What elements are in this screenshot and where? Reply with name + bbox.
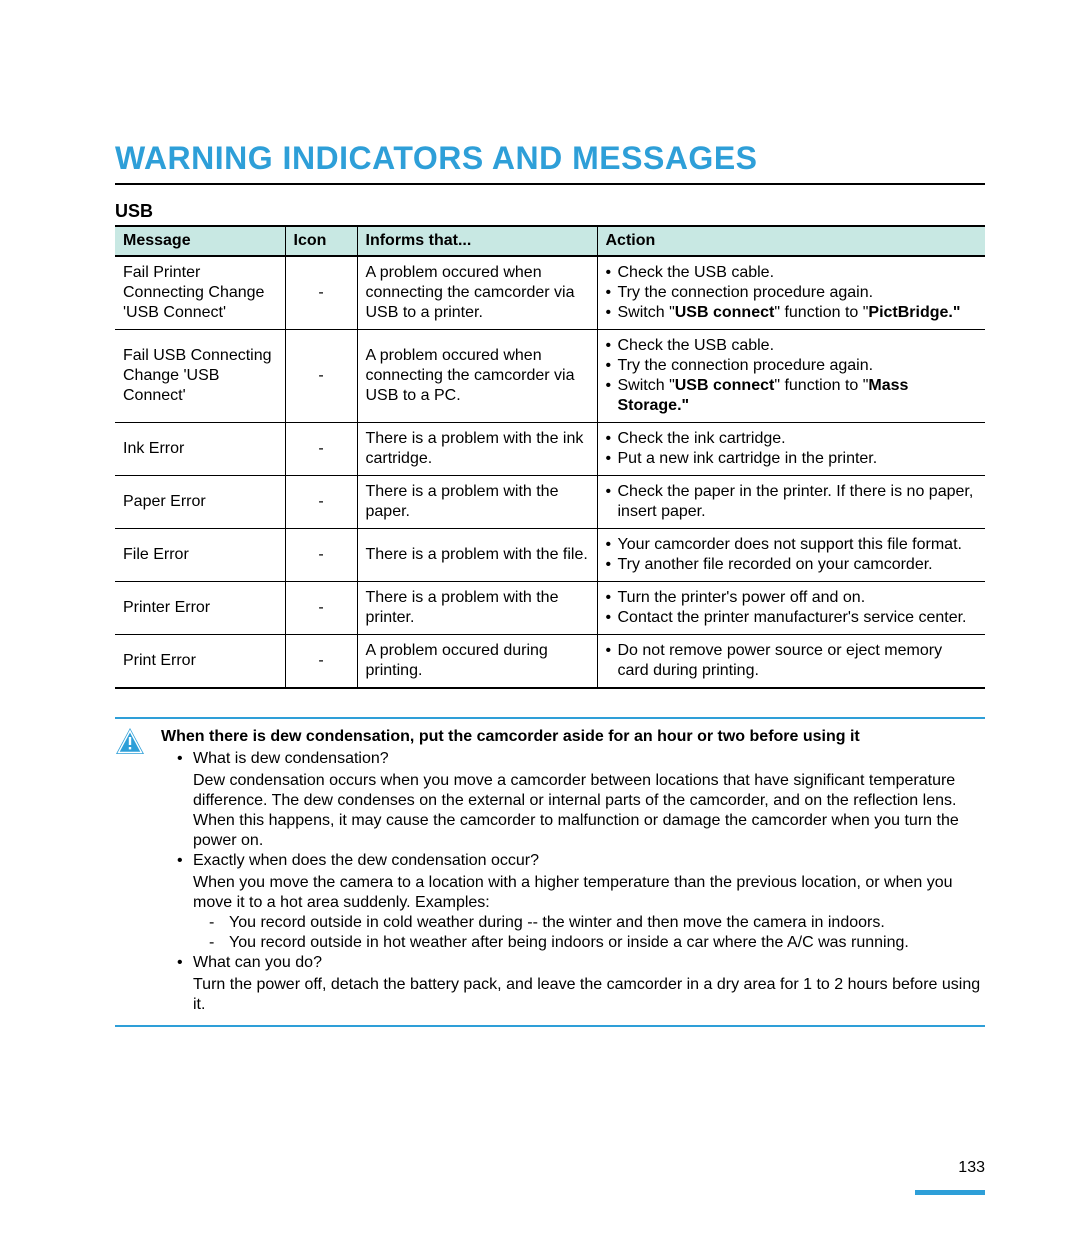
cell-icon: - — [285, 635, 357, 689]
table-row: Fail Printer Connecting Change 'USB Conn… — [115, 256, 985, 330]
cell-action: Check the ink cartridge.Put a new ink ca… — [597, 423, 985, 476]
cell-informs: A problem occured when connecting the ca… — [357, 330, 597, 423]
table-header-row: Message Icon Informs that... Action — [115, 227, 985, 256]
footer-accent-rule — [915, 1190, 985, 1195]
section-heading: USB — [115, 201, 985, 227]
table-row: File Error-There is a problem with the f… — [115, 529, 985, 582]
cell-icon: - — [285, 330, 357, 423]
action-item: Switch "USB connect" function to "Mass S… — [618, 376, 978, 416]
page-title: WARNING INDICATORS AND MESSAGES — [115, 140, 985, 185]
warn-q1: What is dew condensation? — [177, 749, 985, 769]
warn-a1: Dew condensation occurs when you move a … — [193, 771, 985, 851]
dew-condensation-note: When there is dew condensation, put the … — [115, 717, 985, 1027]
action-item: Turn the printer's power off and on. — [618, 588, 978, 608]
cell-action: Turn the printer's power off and on.Cont… — [597, 582, 985, 635]
cell-informs: There is a problem with the printer. — [357, 582, 597, 635]
warn-q2: Exactly when does the dew condensation o… — [177, 851, 985, 871]
th-icon: Icon — [285, 227, 357, 256]
warn-ex2: You record outside in hot weather after … — [209, 933, 985, 953]
table-row: Fail USB Connecting Change 'USB Connect'… — [115, 330, 985, 423]
table-row: Paper Error-There is a problem with the … — [115, 476, 985, 529]
th-message: Message — [115, 227, 285, 256]
table-row: Ink Error-There is a problem with the in… — [115, 423, 985, 476]
action-item: Check the paper in the printer. If there… — [618, 482, 978, 522]
action-item: Check the USB cable. — [618, 336, 978, 356]
warn-a2: When you move the camera to a location w… — [193, 873, 985, 913]
cell-action: Check the USB cable.Try the connection p… — [597, 256, 985, 330]
cell-informs: A problem occured when connecting the ca… — [357, 256, 597, 330]
action-item: Check the ink cartridge. — [618, 429, 978, 449]
table-row: Print Error-A problem occured during pri… — [115, 635, 985, 689]
cell-message: Paper Error — [115, 476, 285, 529]
warn-a3: Turn the power off, detach the battery p… — [193, 975, 985, 1015]
cell-message: Fail USB Connecting Change 'USB Connect' — [115, 330, 285, 423]
warning-icon — [115, 727, 147, 1015]
action-item: Try another file recorded on your camcor… — [618, 555, 978, 575]
action-item: Check the USB cable. — [618, 263, 978, 283]
th-action: Action — [597, 227, 985, 256]
th-informs: Informs that... — [357, 227, 597, 256]
cell-informs: There is a problem with the paper. — [357, 476, 597, 529]
action-item: Your camcorder does not support this fil… — [618, 535, 978, 555]
cell-icon: - — [285, 529, 357, 582]
action-item: Contact the printer manufacturer's servi… — [618, 608, 978, 628]
cell-message: File Error — [115, 529, 285, 582]
table-row: Printer Error-There is a problem with th… — [115, 582, 985, 635]
cell-action: Check the paper in the printer. If there… — [597, 476, 985, 529]
action-item: Try the connection procedure again. — [618, 356, 978, 376]
cell-informs: A problem occured during printing. — [357, 635, 597, 689]
warning-title: When there is dew condensation, put the … — [161, 727, 985, 747]
cell-message: Print Error — [115, 635, 285, 689]
cell-icon: - — [285, 423, 357, 476]
cell-icon: - — [285, 582, 357, 635]
warn-ex1: You record outside in cold weather durin… — [209, 913, 985, 933]
cell-action: Your camcorder does not support this fil… — [597, 529, 985, 582]
page-number: 133 — [958, 1159, 985, 1177]
cell-action: Do not remove power source or eject memo… — [597, 635, 985, 689]
manual-page: WARNING INDICATORS AND MESSAGES USB Mess… — [0, 0, 1080, 1235]
action-item: Put a new ink cartridge in the printer. — [618, 449, 978, 469]
cell-message: Fail Printer Connecting Change 'USB Conn… — [115, 256, 285, 330]
cell-message: Printer Error — [115, 582, 285, 635]
warning-body: When there is dew condensation, put the … — [161, 727, 985, 1015]
cell-action: Check the USB cable.Try the connection p… — [597, 330, 985, 423]
action-item: Switch "USB connect" function to "PictBr… — [618, 303, 978, 323]
action-item: Try the connection procedure again. — [618, 283, 978, 303]
warn-q3: What can you do? — [177, 953, 985, 973]
cell-icon: - — [285, 256, 357, 330]
cell-informs: There is a problem with the file. — [357, 529, 597, 582]
cell-icon: - — [285, 476, 357, 529]
usb-messages-table: Message Icon Informs that... Action Fail… — [115, 227, 985, 689]
action-item: Do not remove power source or eject memo… — [618, 641, 978, 681]
cell-message: Ink Error — [115, 423, 285, 476]
cell-informs: There is a problem with the ink cartridg… — [357, 423, 597, 476]
